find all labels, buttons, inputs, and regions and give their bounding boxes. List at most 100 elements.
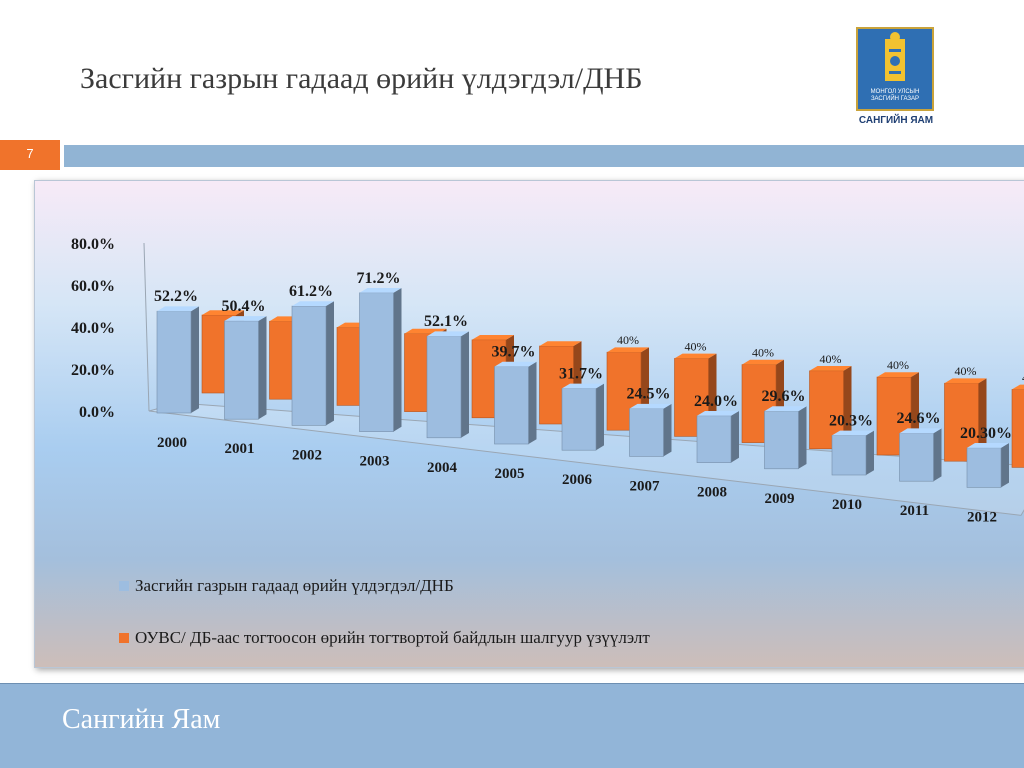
- x-tick-label: 2004: [427, 460, 458, 476]
- debt-data-label: 20.3%: [829, 412, 873, 429]
- bar-top: [809, 366, 852, 371]
- bar-top: [359, 287, 402, 293]
- debt-data-label: 24.6%: [897, 410, 941, 427]
- threshold-bar: [1011, 384, 1024, 468]
- bar-top: [944, 378, 987, 384]
- bar-side: [731, 411, 739, 463]
- bar-side: [663, 403, 672, 457]
- x-tick-label: 2003: [360, 454, 390, 470]
- debt-bar: [764, 406, 807, 470]
- bar-front: [156, 310, 192, 414]
- ministry-name: САНГИЙН ЯАМ: [858, 115, 934, 126]
- bar-front: [629, 408, 664, 457]
- bar-side: [191, 306, 199, 413]
- debt-bar: [966, 443, 1009, 488]
- x-tick-label: 2005: [495, 466, 525, 482]
- bar-front: [561, 388, 597, 451]
- bar-top: [562, 383, 604, 389]
- x-tick-label: 2008: [697, 485, 727, 501]
- legend-swatch: [119, 633, 129, 643]
- threshold-data-label: 40%: [887, 358, 909, 372]
- data-labels: 40% 40% 40% 40% 40% 40% 40% 52.2% 2000 50.4% 2001 6…: [154, 270, 1024, 526]
- debt-bars: [156, 287, 1009, 488]
- debt-data-label: 50.4%: [222, 298, 266, 315]
- bar-top: [224, 316, 267, 321]
- bar-side: [866, 430, 874, 475]
- threshold-data-label: 40%: [955, 364, 977, 378]
- x-tick-label: 2007: [630, 478, 661, 494]
- bar-top: [1012, 384, 1024, 390]
- debt-data-label: 24.5%: [627, 386, 671, 403]
- bar-front: [426, 335, 462, 439]
- bar-side: [393, 287, 402, 432]
- debt-bar: [629, 403, 672, 457]
- y-tick-label: 20.0%: [71, 362, 115, 379]
- y-tick-label: 0.0%: [79, 404, 115, 421]
- bar-front: [966, 447, 1002, 488]
- bar-side: [978, 378, 987, 462]
- bar-top: [832, 430, 874, 436]
- x-tick-label: 2009: [765, 491, 795, 507]
- debt-data-label: 71.2%: [357, 270, 401, 287]
- bar-side: [461, 331, 469, 438]
- bar-side: [933, 428, 942, 482]
- bar-front: [494, 366, 529, 445]
- chart-panel: 0.0% 20.0% 40.0% 60.0% 80.0% 40% 40% 40% 40% 40%…: [34, 180, 1024, 668]
- bar-top: [629, 403, 672, 409]
- debt-bar: [831, 430, 874, 476]
- bar-top: [967, 443, 1009, 448]
- bar-top: [472, 335, 514, 340]
- x-tick-label: 2010: [832, 497, 862, 513]
- threshold-data-label: 40%: [752, 346, 774, 360]
- government-emblem-logo: МОНГОЛ УЛСЫН ЗАСГИЙН ГАЗАР: [856, 27, 934, 111]
- debt-bar: [359, 287, 402, 432]
- y-tick-label: 60.0%: [71, 278, 115, 295]
- threshold-data-label: 40%: [617, 333, 639, 347]
- bar-top: [674, 353, 717, 359]
- debt-data-label: 52.2%: [154, 288, 198, 305]
- debt-bar: [696, 411, 739, 463]
- legend-label: Засгийн газрын гадаад өрийн үлдэгдэл/ДНБ: [135, 576, 454, 595]
- x-tick-label: 2012: [967, 509, 997, 525]
- legend: Засгийн газрын гадаад өрийн үлдэгдэл/ДНБ…: [119, 576, 650, 647]
- bar-front: [899, 432, 934, 482]
- y-tick-label: 80.0%: [71, 236, 115, 253]
- legend-label: ОУВС/ ДБ-аас тогтоосон өрийн тогтвортой …: [135, 628, 650, 647]
- bar-top: [157, 306, 199, 312]
- bar-side: [528, 361, 537, 444]
- debt-data-label: 39.7%: [492, 344, 536, 361]
- bar-top: [899, 428, 942, 434]
- x-tick-label: 2001: [225, 441, 255, 457]
- bar-front: [359, 292, 394, 432]
- bar-front: [831, 435, 867, 476]
- bar-top: [494, 361, 537, 367]
- debt-bar: [156, 306, 199, 414]
- bar-top: [764, 406, 807, 412]
- bar-side: [843, 366, 852, 449]
- debt-to-gdp-chart: 0.0% 20.0% 40.0% 60.0% 80.0% 40% 40% 40% 40% 40%…: [71, 236, 1024, 647]
- threshold-data-label: 40%: [685, 339, 707, 353]
- threshold-data-label: 40%: [820, 352, 842, 366]
- y-axis-line: [143, 242, 150, 412]
- y-tick-label: 40.0%: [71, 320, 115, 337]
- logo-caption: МОНГОЛ УЛСЫН ЗАСГИЙН ГАЗАР: [870, 89, 920, 102]
- debt-bar: [224, 316, 267, 420]
- debt-bar: [899, 428, 942, 482]
- footer-bar: Сангийн Яам: [0, 683, 1024, 768]
- threshold-data-label: 40%: [1022, 370, 1024, 384]
- debt-bar: [561, 383, 604, 451]
- bar-front: [1011, 389, 1024, 468]
- debt-bar: [494, 361, 537, 445]
- bar-side: [1001, 443, 1009, 488]
- debt-data-label: 20.30%: [960, 425, 1012, 442]
- header-band: [64, 145, 1024, 167]
- bar-top: [202, 310, 244, 315]
- bar-front: [764, 410, 799, 470]
- debt-bar: [426, 331, 469, 439]
- bar-front: [224, 320, 259, 420]
- debt-data-label: 24.0%: [694, 393, 738, 410]
- bar-top: [742, 359, 784, 365]
- footer-text: Сангийн Яам: [62, 704, 221, 735]
- bar-side: [798, 406, 807, 469]
- x-tick-label: 2002: [292, 447, 322, 463]
